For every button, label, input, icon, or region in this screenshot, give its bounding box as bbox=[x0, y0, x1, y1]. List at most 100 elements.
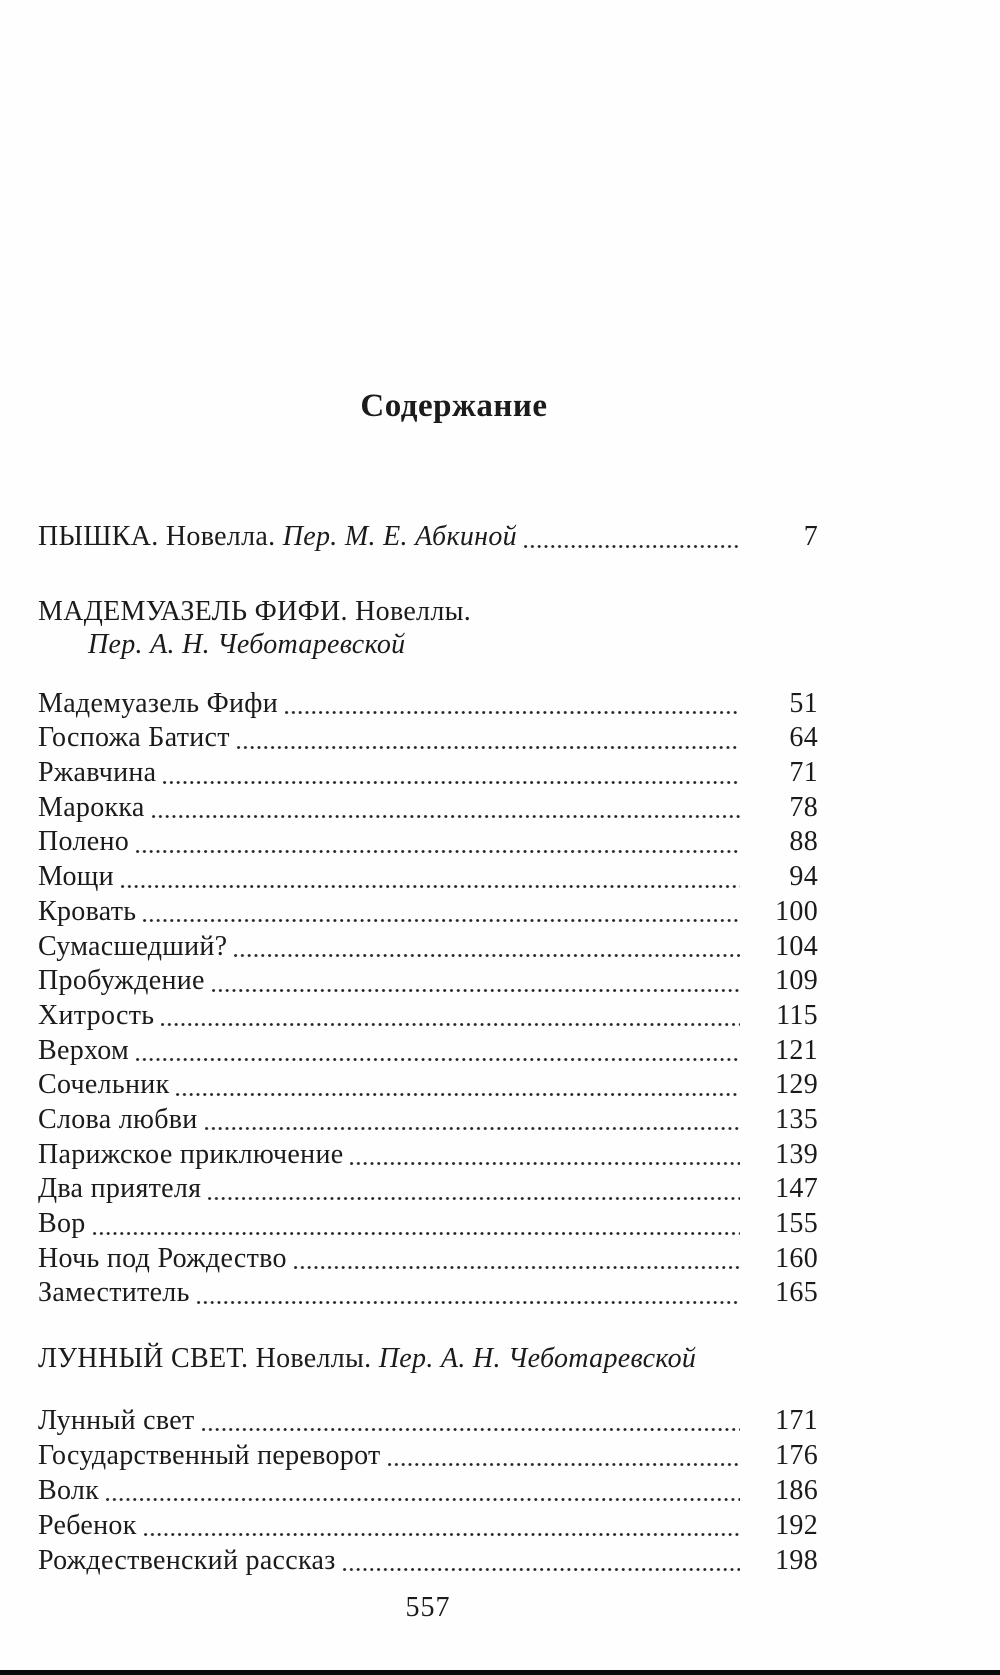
genre-label: Новеллы. bbox=[355, 595, 472, 627]
toc-entry-title: Кровать bbox=[38, 895, 137, 927]
toc-entry-title: Волк bbox=[38, 1475, 100, 1507]
table-of-contents: ПЫШКА. Новелла. Пер. М. Е. Абкиной 7 МАД… bbox=[38, 520, 818, 1624]
toc-entry-page-number: 78 bbox=[789, 791, 818, 823]
toc-entry-page-number: 147 bbox=[775, 1173, 818, 1205]
toc-entry-title: Полено bbox=[38, 826, 130, 858]
toc-entry-page-number: 176 bbox=[775, 1440, 818, 1472]
dot-leader bbox=[234, 930, 740, 965]
section-title-caps: ЛУННЫЙ СВЕТ. bbox=[38, 1343, 249, 1375]
toc-entry-row: Кровать 100 bbox=[38, 895, 818, 930]
section-heading-mademoiselle-fifi: МАДЕМУАЗЕЛЬ ФИФИ. Новеллы. Пер. А. Н. Че… bbox=[38, 595, 818, 661]
toc-entry-title: Два приятеля bbox=[38, 1173, 202, 1205]
toc-entry-row: Государственный переворот 176 bbox=[38, 1438, 818, 1473]
dot-leader bbox=[196, 1276, 741, 1311]
dot-leader bbox=[201, 1403, 741, 1438]
toc-entry-title: Лунный свет bbox=[38, 1405, 195, 1437]
translator-credit: Пер. А. Н. Чеботаревской bbox=[88, 628, 406, 660]
toc-entry-page-number: 104 bbox=[775, 930, 818, 962]
toc-entry-page-number: 115 bbox=[776, 999, 818, 1031]
section-heading-moonlight: ЛУННЫЙ СВЕТ. Новеллы. Пер. А. Н. Чеботар… bbox=[38, 1342, 818, 1375]
dot-leader bbox=[143, 895, 740, 930]
toc-entry-row: Сумасшедший? 104 bbox=[38, 930, 818, 965]
dot-leader bbox=[211, 964, 741, 999]
toc-entry-page-number: 109 bbox=[775, 965, 818, 997]
toc-entry-page-number: 7 bbox=[803, 521, 818, 552]
story-title-caps: ПЫШКА. bbox=[38, 521, 159, 552]
toc-entry-title: Государственный переворот bbox=[38, 1440, 381, 1472]
toc-entry-page-number: 139 bbox=[775, 1138, 818, 1170]
toc-entry-page-number: 51 bbox=[789, 687, 818, 719]
dot-leader bbox=[136, 1034, 740, 1069]
toc-entry-title: Ржавчина bbox=[38, 757, 157, 789]
genre-label: Новеллы. bbox=[255, 1343, 372, 1375]
section-title-caps: МАДЕМУАЗЕЛЬ ФИФИ. bbox=[38, 595, 348, 627]
toc-entry-row: Ребенок 192 bbox=[38, 1508, 818, 1543]
toc-entry-title: Вор bbox=[38, 1208, 86, 1239]
toc-entry-title: Слова любви bbox=[38, 1103, 198, 1135]
dot-leader bbox=[236, 721, 741, 756]
toc-entry-title: Рождественский рассказ bbox=[38, 1545, 336, 1577]
toc-entry-page-number: 192 bbox=[775, 1510, 818, 1542]
dot-leader bbox=[161, 999, 740, 1034]
folio-page-number: 557 bbox=[405, 1592, 451, 1624]
toc-entry-page-number: 171 bbox=[775, 1405, 818, 1437]
dot-leader bbox=[204, 1103, 741, 1138]
toc-entry-list: Мадемуазель Фифи 51 Госпожа Батист 64 Рж… bbox=[38, 687, 818, 1311]
toc-entry-row: Волк 186 bbox=[38, 1473, 818, 1508]
toc-entry-title: Госпожа Батист bbox=[38, 722, 230, 754]
toc-entry-row: Хитрость 115 bbox=[38, 999, 818, 1034]
toc-entry-row: Мадемуазель Фифи 51 bbox=[38, 687, 818, 722]
toc-entry-title: Парижское приключение bbox=[38, 1138, 344, 1170]
toc-entry-row: Верхом 121 bbox=[38, 1034, 818, 1069]
toc-entry-page-number: 94 bbox=[789, 861, 818, 893]
toc-entry-title: Мощи bbox=[38, 861, 114, 893]
toc-entry-row: Госпожа Батист 64 bbox=[38, 721, 818, 756]
toc-entry-row: Ржавчина 71 bbox=[38, 756, 818, 791]
toc-entry-row: Лунный свет 171 bbox=[38, 1403, 818, 1438]
toc-entry-title: Мадемуазель Фифи bbox=[38, 687, 279, 719]
dot-leader bbox=[387, 1438, 741, 1473]
toc-entry-page-number: 160 bbox=[775, 1242, 818, 1274]
dot-leader bbox=[136, 825, 740, 860]
genre-label: Новелла. bbox=[165, 521, 276, 552]
toc-entry-page-number: 155 bbox=[775, 1208, 818, 1239]
toc-entry-page-number: 71 bbox=[789, 757, 818, 789]
toc-entry-page-number: 186 bbox=[775, 1475, 818, 1507]
toc-entry-title: ПЫШКА. Новелла. Пер. М. Е. Абкиной bbox=[38, 520, 517, 555]
toc-entry-title: Ночь под Рождество bbox=[38, 1242, 287, 1274]
toc-content: Содержание ПЫШКА. Новелла. Пер. М. Е. Аб… bbox=[38, 388, 818, 1624]
dot-leader bbox=[342, 1543, 741, 1578]
toc-entry-row: ПЫШКА. Новелла. Пер. М. Е. Абкиной 7 bbox=[38, 520, 818, 555]
toc-entry-row: Мощи 94 bbox=[38, 860, 818, 895]
toc-entry-row: Заместитель 165 bbox=[38, 1276, 818, 1311]
dot-leader bbox=[106, 1473, 740, 1508]
dot-leader bbox=[350, 1138, 740, 1173]
toc-entry-row: Ночь под Рождество 160 bbox=[38, 1242, 818, 1277]
dot-leader bbox=[523, 520, 741, 555]
toc-entry-page-number: 88 bbox=[789, 826, 818, 858]
toc-entry-title: Верхом bbox=[38, 1034, 130, 1066]
dot-leader bbox=[151, 791, 741, 826]
toc-entry-row: Вор 155 bbox=[38, 1207, 818, 1242]
toc-entry-row: Рождественский рассказ 198 bbox=[38, 1543, 818, 1578]
scan-edge-artifact bbox=[0, 1670, 1000, 1675]
dot-leader bbox=[143, 1508, 741, 1543]
toc-entry-row: Два приятеля 147 bbox=[38, 1172, 818, 1207]
page-title: Содержание bbox=[360, 388, 548, 424]
toc-entry-page-number: 121 bbox=[775, 1034, 818, 1066]
toc-entry-list: Лунный свет 171 Государственный переворо… bbox=[38, 1403, 818, 1578]
dot-leader bbox=[285, 687, 740, 722]
translator-credit: Пер. А. Н. Чеботаревской bbox=[378, 1343, 697, 1375]
toc-entry-row: Сочельник 129 bbox=[38, 1068, 818, 1103]
toc-entry-page-number: 198 bbox=[775, 1545, 818, 1577]
dot-leader bbox=[92, 1207, 741, 1242]
translator-credit: Пер. М. Е. Абкиной bbox=[282, 521, 517, 552]
dot-leader bbox=[176, 1068, 740, 1103]
toc-entry-title: Сочельник bbox=[38, 1069, 170, 1101]
toc-entry-row: Марокка 78 bbox=[38, 791, 818, 826]
toc-entry-title: Сумасшедший? bbox=[38, 930, 228, 962]
toc-entry-row: Слова любви 135 bbox=[38, 1103, 818, 1138]
toc-entry-page-number: 135 bbox=[775, 1103, 818, 1135]
dot-leader bbox=[293, 1242, 741, 1277]
